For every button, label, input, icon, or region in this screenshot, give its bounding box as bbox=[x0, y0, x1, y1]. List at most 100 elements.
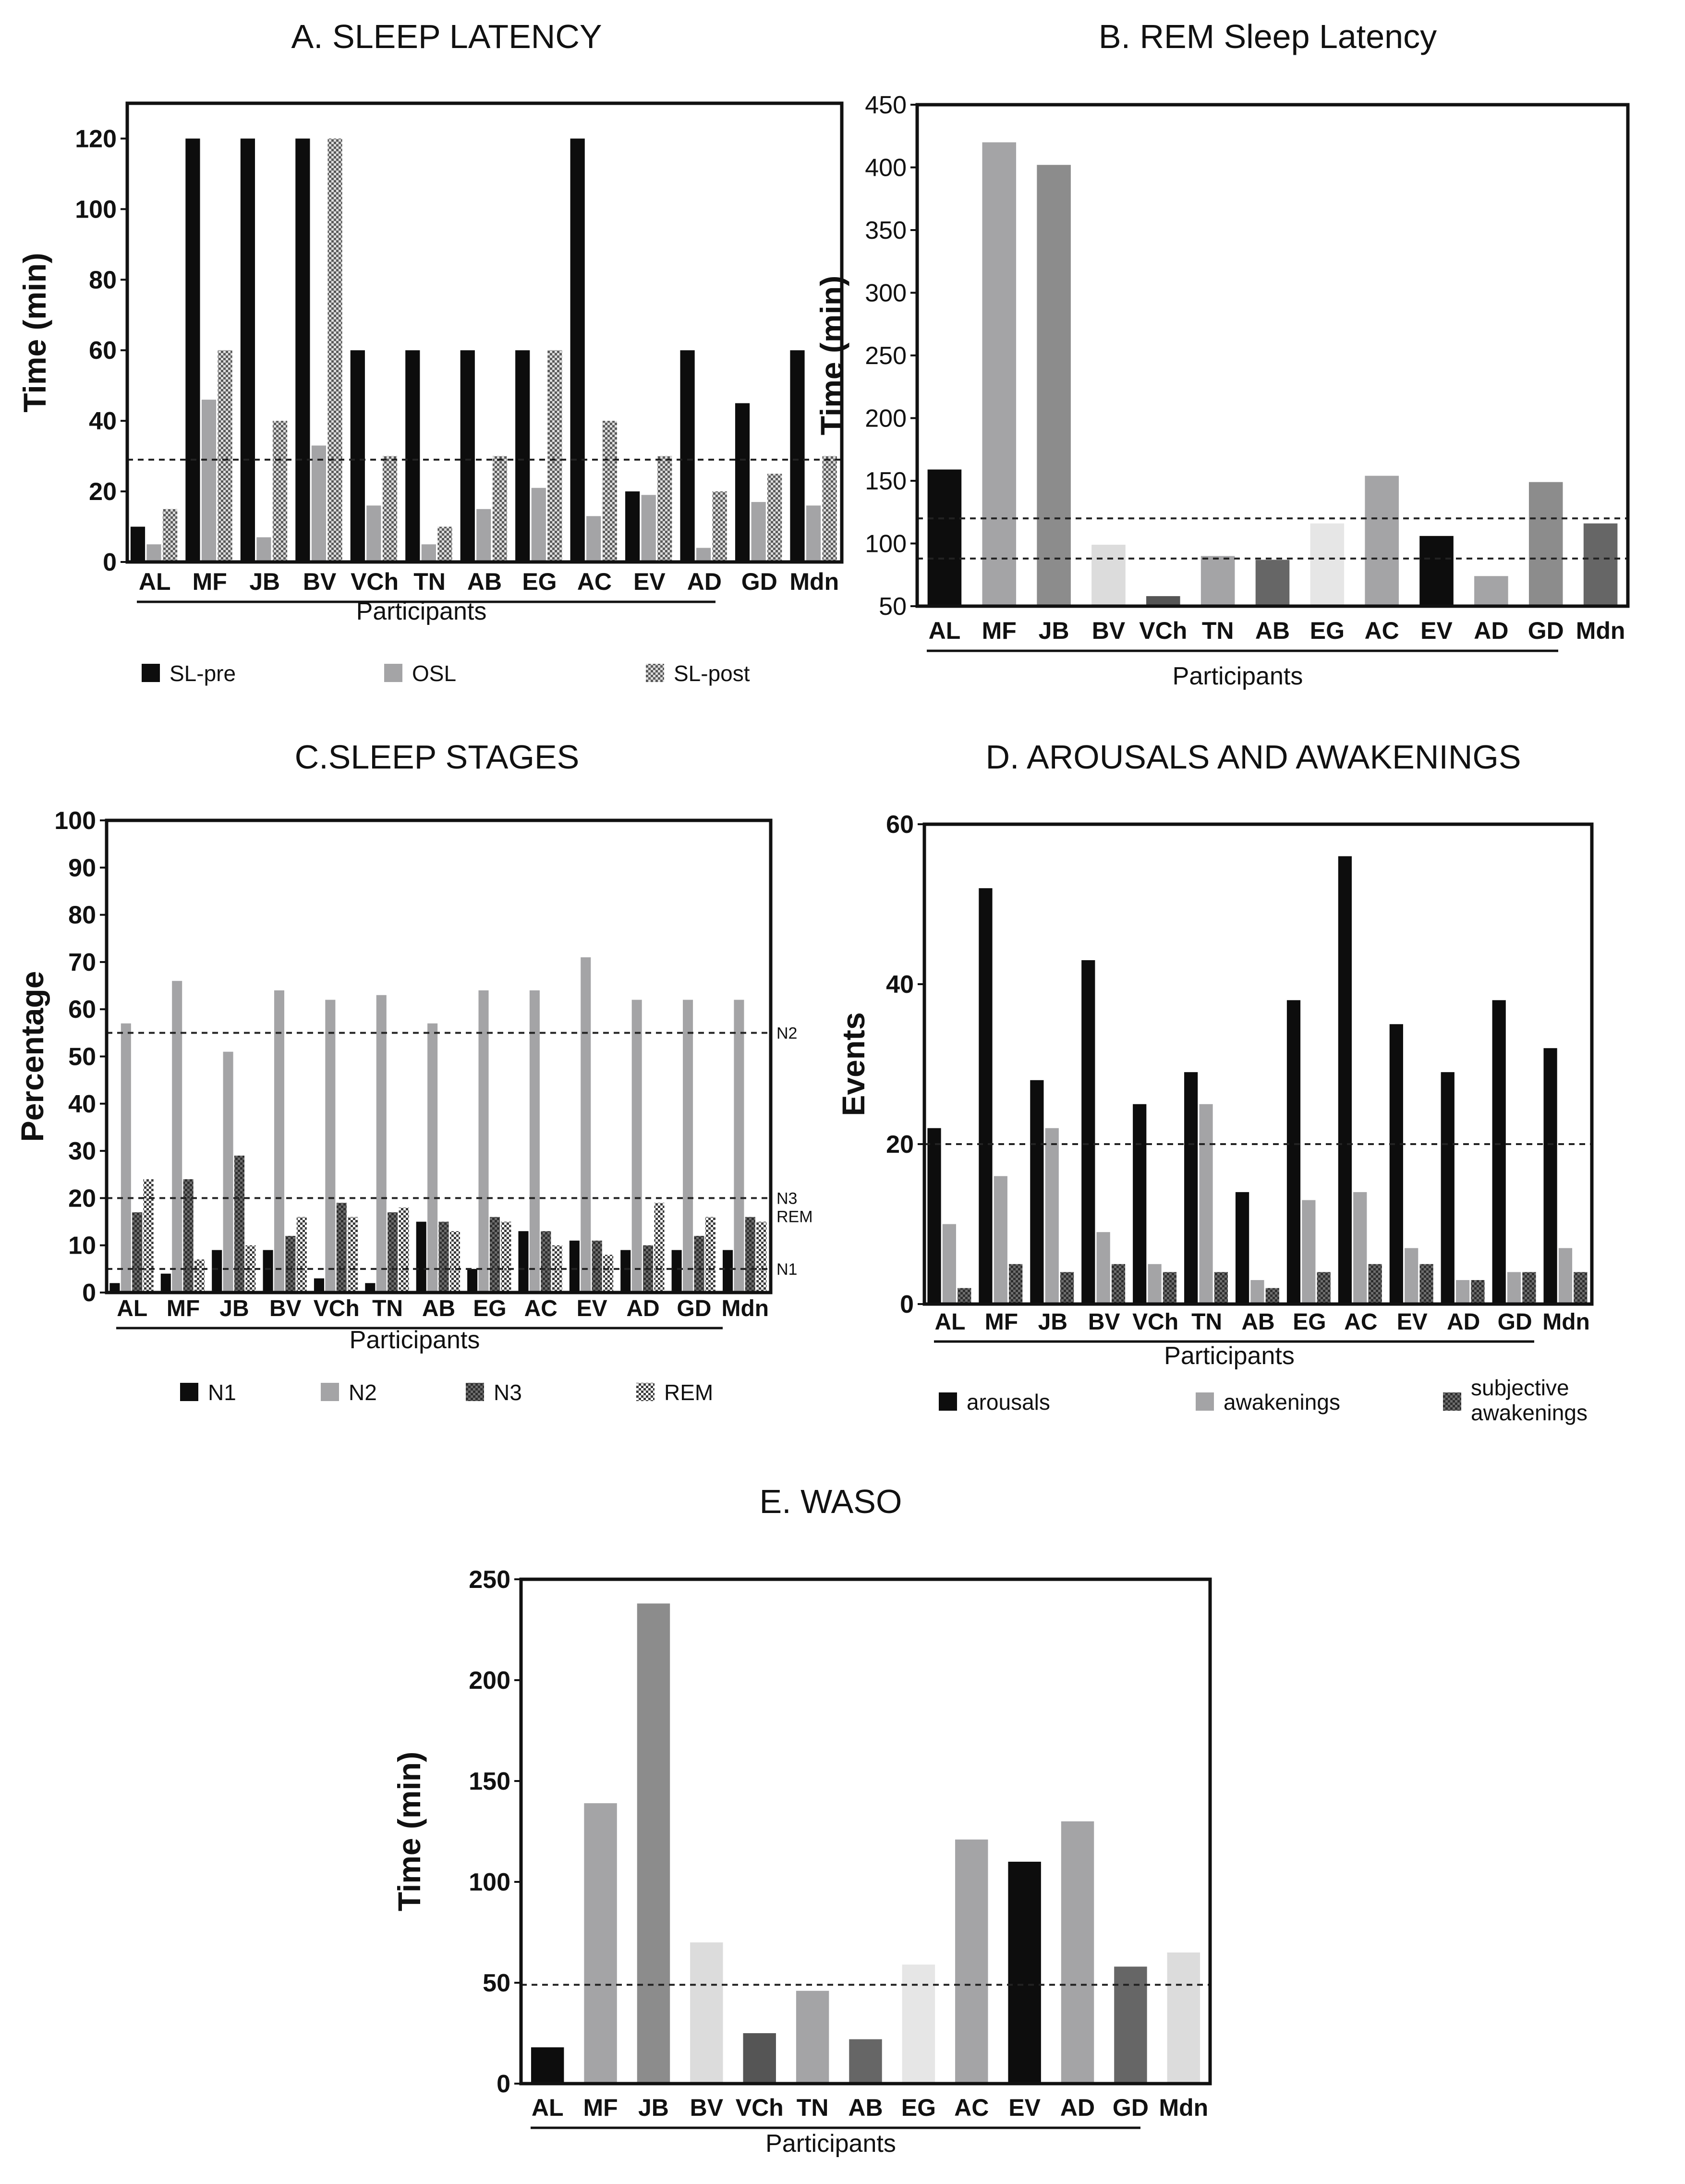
y-tick-label: 200 bbox=[865, 405, 907, 433]
y-axis-label: Time (min) bbox=[17, 253, 52, 412]
x-tick-label: EV bbox=[1397, 1309, 1428, 1335]
bar-gd bbox=[1528, 482, 1563, 606]
y-tick-label: 90 bbox=[68, 854, 96, 882]
x-tick-label: BV bbox=[690, 2094, 724, 2121]
x-tick-label: VCh bbox=[314, 1296, 360, 1321]
y-tick-label: 40 bbox=[68, 1090, 96, 1118]
bar-ab bbox=[1255, 560, 1290, 606]
bar-rem-al bbox=[143, 1179, 154, 1293]
x-tick-label: Mdn bbox=[1576, 617, 1625, 644]
y-tick-label: 70 bbox=[68, 949, 96, 976]
bar-n1-mf bbox=[160, 1273, 171, 1293]
bar-sl-pre-mf bbox=[185, 138, 200, 562]
y-tick-label: 200 bbox=[469, 1667, 510, 1695]
y-tick-label: 100 bbox=[865, 530, 907, 558]
bar-ac bbox=[1365, 476, 1399, 606]
bar-n3-ab bbox=[438, 1221, 449, 1293]
x-tick-label: AB bbox=[848, 2094, 883, 2121]
legend-label-n1: N1 bbox=[208, 1380, 236, 1405]
y-tick-label: 50 bbox=[68, 1043, 96, 1071]
x-tick-label: GD bbox=[741, 568, 777, 595]
bar-subjective-awakenings-tn bbox=[1214, 1272, 1228, 1304]
bar-n1-ab bbox=[416, 1221, 426, 1293]
bar-sl-pre-vch bbox=[350, 350, 365, 562]
y-tick-label: 60 bbox=[89, 337, 117, 365]
legend-swatch-n1 bbox=[180, 1383, 198, 1401]
bar-sl-post-al bbox=[163, 509, 178, 562]
y-tick-label: 0 bbox=[497, 2070, 510, 2098]
y-tick-label: 80 bbox=[89, 266, 117, 294]
bar-osl-mdn bbox=[806, 505, 821, 562]
bar-sl-post-vch bbox=[382, 456, 398, 562]
bar-sl-post-jb bbox=[272, 421, 288, 562]
bar-sl-post-eg bbox=[547, 350, 562, 562]
x-tick-label: GD bbox=[677, 1296, 711, 1321]
reference-line-label: N1 bbox=[776, 1260, 797, 1279]
x-tick-label: EG bbox=[1310, 617, 1345, 644]
chart-title: B. REM Sleep Latency bbox=[1099, 18, 1437, 55]
plot-frame bbox=[922, 822, 1594, 1306]
reference-line-label: N3 bbox=[776, 1189, 797, 1208]
x-tick-label: AC bbox=[577, 568, 612, 595]
x-tick-label: JB bbox=[638, 2094, 669, 2121]
bar-arousals-bv bbox=[1081, 960, 1095, 1304]
bar-awakenings-gd bbox=[1507, 1272, 1521, 1304]
rem-line-label: REM bbox=[776, 1208, 813, 1226]
bar-osl-vch bbox=[366, 505, 381, 562]
plot-frame bbox=[125, 101, 844, 564]
bar-subjective-awakenings-al bbox=[958, 1288, 971, 1304]
bar-n1-jb bbox=[212, 1250, 222, 1293]
x-tick-label: AL bbox=[139, 568, 171, 595]
bar-n3-bv bbox=[285, 1236, 296, 1293]
x-tick-label: JB bbox=[1039, 617, 1069, 644]
y-tick-label: 40 bbox=[886, 971, 914, 999]
bar-sl-pre-ab bbox=[460, 350, 475, 562]
y-tick-label: 350 bbox=[865, 217, 907, 244]
bar-n1-ev bbox=[569, 1240, 580, 1293]
x-tick-label: AB bbox=[422, 1296, 455, 1321]
bar-gd bbox=[1114, 1966, 1147, 2084]
bar-rem-ev bbox=[603, 1255, 614, 1293]
y-tick-label: 250 bbox=[469, 1566, 510, 1594]
bar-awakenings-vch bbox=[1148, 1264, 1162, 1304]
x-tick-label: EG bbox=[901, 2094, 936, 2121]
x-axis-label: Participants bbox=[350, 1326, 480, 1354]
bar-n2-ad bbox=[631, 1000, 642, 1293]
bar-arousals-mf bbox=[979, 888, 993, 1304]
y-tick-label: 50 bbox=[483, 1969, 510, 1997]
bar-subjective-awakenings-jb bbox=[1060, 1272, 1074, 1304]
bar-ad bbox=[1474, 576, 1508, 606]
x-axis-label: Participants bbox=[1164, 1342, 1295, 1370]
bar-awakenings-mf bbox=[994, 1176, 1007, 1304]
x-tick-label: TN bbox=[1202, 617, 1234, 644]
bar-n2-mf bbox=[172, 981, 182, 1293]
bar-n3-ac bbox=[541, 1231, 551, 1293]
bar-rem-ab bbox=[449, 1231, 460, 1293]
x-tick-label: AD bbox=[1060, 2094, 1095, 2121]
bar-n3-mf bbox=[183, 1179, 194, 1293]
bar-n2-gd bbox=[683, 1000, 693, 1293]
bar-mf bbox=[982, 142, 1017, 606]
bar-n1-tn bbox=[365, 1283, 376, 1293]
y-tick-label: 120 bbox=[75, 125, 117, 153]
bar-bv bbox=[1091, 545, 1126, 606]
x-tick-label: AB bbox=[1255, 617, 1290, 644]
bar-osl-ad bbox=[696, 548, 711, 562]
plot-frame bbox=[105, 818, 773, 1294]
bar-sl-post-mdn bbox=[822, 456, 837, 562]
bar-n2-ac bbox=[529, 990, 540, 1293]
x-tick-label: AL bbox=[934, 1309, 965, 1335]
bar-n2-eg bbox=[478, 990, 489, 1293]
chart-rem-sleep-latency: B. REM Sleep Latency Time (min) 50 100 150 20… bbox=[814, 18, 1630, 690]
bar-n3-jb bbox=[234, 1155, 245, 1293]
y-tick-label: 50 bbox=[879, 593, 907, 621]
x-tick-label: Mdn bbox=[1542, 1309, 1590, 1335]
x-axis-label: Participants bbox=[765, 2130, 896, 2158]
x-tick-label: AC bbox=[1344, 1309, 1377, 1335]
bar-rem-ac bbox=[552, 1245, 562, 1293]
y-tick-label: 100 bbox=[75, 195, 117, 223]
chart-title: C.SLEEP STAGES bbox=[295, 738, 580, 776]
x-tick-label: GD bbox=[1498, 1309, 1532, 1335]
bar-subjective-awakenings-bv bbox=[1111, 1264, 1126, 1304]
bar-vch bbox=[743, 2033, 776, 2084]
